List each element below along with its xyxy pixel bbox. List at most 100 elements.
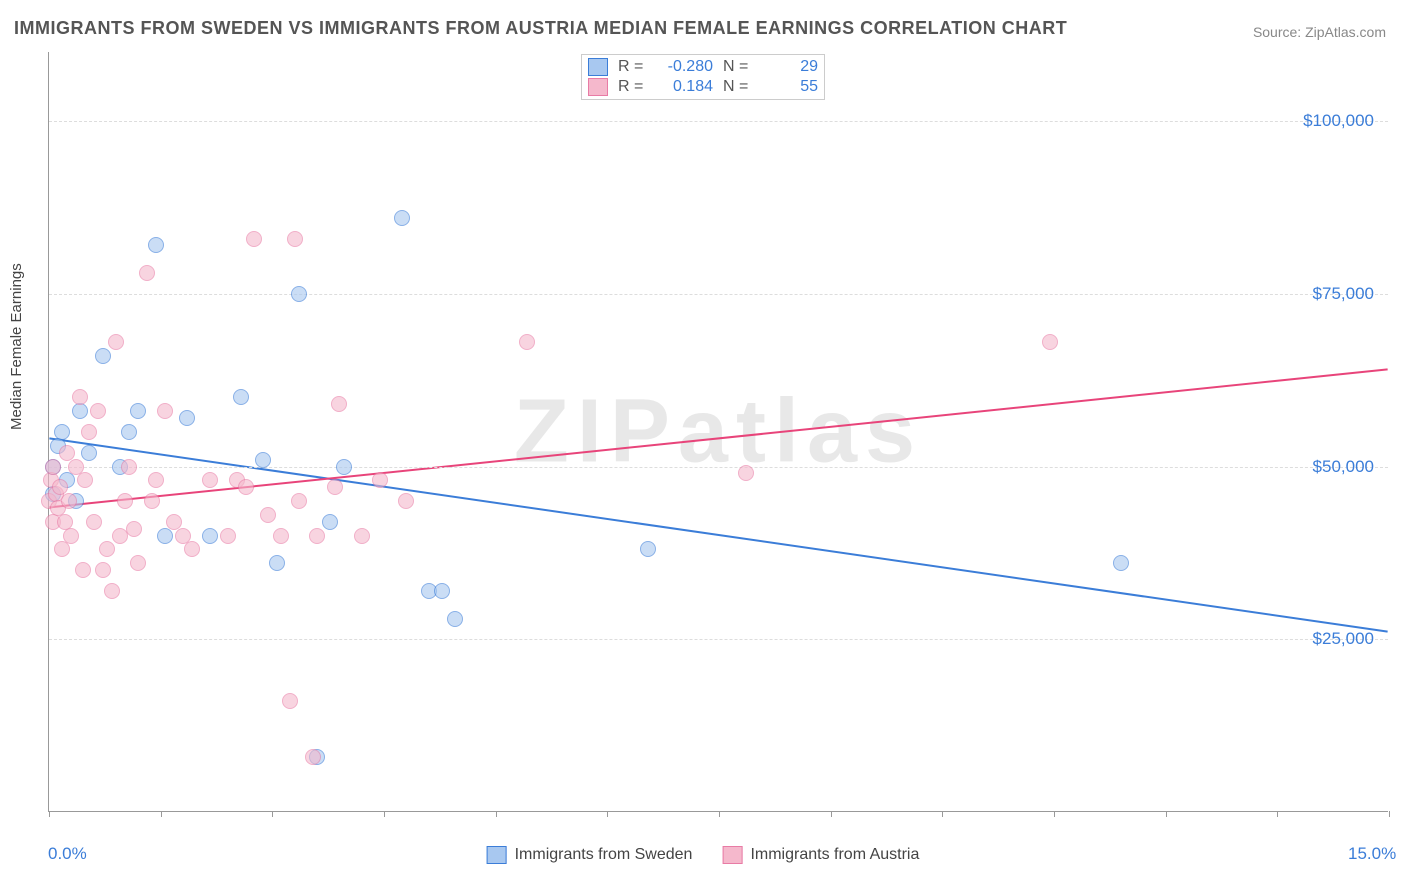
data-point <box>322 514 338 530</box>
data-point <box>202 472 218 488</box>
data-point <box>108 334 124 350</box>
data-point <box>447 611 463 627</box>
data-point <box>202 528 218 544</box>
data-point <box>77 472 93 488</box>
gridline <box>49 121 1388 122</box>
data-point <box>255 452 271 468</box>
xtick <box>161 811 162 817</box>
data-point <box>148 472 164 488</box>
data-point <box>75 562 91 578</box>
data-point <box>139 265 155 281</box>
chart-container: IMMIGRANTS FROM SWEDEN VS IMMIGRANTS FRO… <box>0 0 1406 892</box>
data-point <box>54 541 70 557</box>
y-axis-label: Median Female Earnings <box>8 263 25 430</box>
data-point <box>90 403 106 419</box>
xtick <box>384 811 385 817</box>
ytick-label: $25,000 <box>1313 629 1374 649</box>
ytick-label: $75,000 <box>1313 284 1374 304</box>
data-point <box>99 541 115 557</box>
data-point <box>63 528 79 544</box>
r-value-sweden: -0.280 <box>658 58 713 76</box>
xtick <box>942 811 943 817</box>
trend-lines <box>49 52 1388 811</box>
plot-area: ZIPatlas <box>48 52 1388 812</box>
data-point <box>331 396 347 412</box>
n-value-austria: 55 <box>763 78 818 96</box>
data-point <box>72 403 88 419</box>
data-point <box>130 403 146 419</box>
data-point <box>354 528 370 544</box>
xtick-label: 0.0% <box>48 844 87 864</box>
data-point <box>81 424 97 440</box>
data-point <box>291 286 307 302</box>
data-point <box>157 403 173 419</box>
xtick <box>607 811 608 817</box>
data-point <box>144 493 160 509</box>
data-point <box>184 541 200 557</box>
data-point <box>117 493 133 509</box>
swatch-sweden <box>588 58 608 76</box>
legend-row-sweden: R = -0.280 N = 29 <box>588 57 818 77</box>
chart-title: IMMIGRANTS FROM SWEDEN VS IMMIGRANTS FRO… <box>14 18 1067 39</box>
data-point <box>95 562 111 578</box>
xtick <box>49 811 50 817</box>
data-point <box>95 348 111 364</box>
data-point <box>269 555 285 571</box>
data-point <box>86 514 102 530</box>
data-point <box>121 459 137 475</box>
swatch-austria <box>588 78 608 96</box>
data-point <box>1113 555 1129 571</box>
data-point <box>738 465 754 481</box>
gridline <box>49 467 1388 468</box>
data-point <box>54 424 70 440</box>
data-point <box>273 528 289 544</box>
series-name-austria: Immigrants from Austria <box>750 846 919 864</box>
data-point <box>45 459 61 475</box>
n-label: N = <box>723 58 753 76</box>
data-point <box>282 693 298 709</box>
n-value-sweden: 29 <box>763 58 818 76</box>
swatch-sweden <box>487 846 507 864</box>
data-point <box>148 237 164 253</box>
data-point <box>309 528 325 544</box>
xtick <box>272 811 273 817</box>
data-point <box>394 210 410 226</box>
xtick <box>1277 811 1278 817</box>
data-point <box>336 459 352 475</box>
xtick <box>1054 811 1055 817</box>
ytick-label: $50,000 <box>1313 457 1374 477</box>
watermark: ZIPatlas <box>514 380 923 483</box>
data-point <box>233 389 249 405</box>
xtick-label: 15.0% <box>1348 844 1396 864</box>
legend-item-austria: Immigrants from Austria <box>722 846 919 864</box>
data-point <box>287 231 303 247</box>
data-point <box>246 231 262 247</box>
data-point <box>121 424 137 440</box>
data-point <box>519 334 535 350</box>
data-point <box>434 583 450 599</box>
xtick <box>719 811 720 817</box>
data-point <box>291 493 307 509</box>
xtick <box>831 811 832 817</box>
data-point <box>179 410 195 426</box>
data-point <box>61 493 77 509</box>
data-point <box>398 493 414 509</box>
r-label: R = <box>618 58 648 76</box>
data-point <box>104 583 120 599</box>
r-value-austria: 0.184 <box>658 78 713 96</box>
data-point <box>130 555 146 571</box>
data-point <box>81 445 97 461</box>
r-label: R = <box>618 78 648 96</box>
data-point <box>1042 334 1058 350</box>
xtick <box>496 811 497 817</box>
data-point <box>260 507 276 523</box>
data-point <box>72 389 88 405</box>
data-point <box>640 541 656 557</box>
correlation-legend: R = -0.280 N = 29 R = 0.184 N = 55 <box>581 54 825 100</box>
data-point <box>157 528 173 544</box>
data-point <box>327 479 343 495</box>
n-label: N = <box>723 78 753 96</box>
data-point <box>238 479 254 495</box>
data-point <box>372 472 388 488</box>
data-point <box>126 521 142 537</box>
